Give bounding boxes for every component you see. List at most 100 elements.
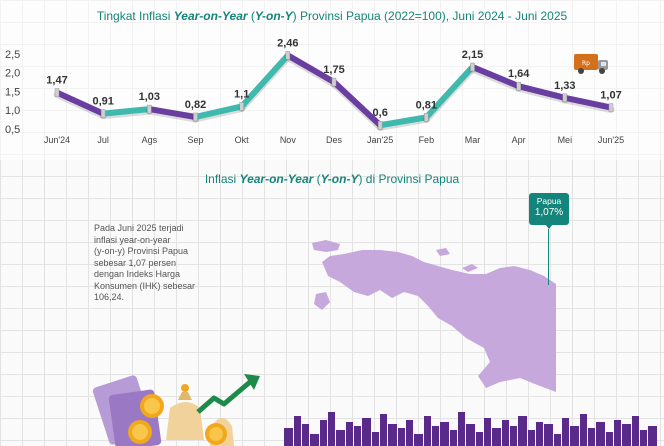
skyline-building bbox=[580, 414, 587, 446]
skyline-building bbox=[544, 424, 553, 446]
callout-pointer bbox=[545, 224, 553, 229]
line-segment bbox=[379, 114, 427, 129]
data-point bbox=[285, 51, 291, 60]
skyline-building bbox=[648, 426, 657, 446]
line-segment bbox=[331, 79, 383, 128]
line-segment bbox=[239, 53, 291, 109]
data-label: 0,81 bbox=[416, 99, 437, 111]
data-point bbox=[470, 62, 475, 72]
skyline-building bbox=[310, 434, 319, 446]
data-label: 1,1 bbox=[234, 88, 249, 100]
skyline-building bbox=[450, 430, 457, 446]
data-points bbox=[54, 51, 614, 130]
x-tick-label: Ags bbox=[142, 135, 158, 145]
y-axis: 0,5 1,0 1,5 2,0 2,5 bbox=[5, 49, 20, 136]
x-tick-label: Jan'25 bbox=[367, 135, 393, 145]
skyline-building bbox=[518, 416, 527, 446]
data-point bbox=[100, 109, 106, 118]
skyline-building bbox=[414, 434, 423, 446]
y-tick-label: 1,5 bbox=[5, 86, 20, 98]
skyline-building bbox=[294, 416, 301, 446]
skyline-building bbox=[302, 424, 309, 446]
data-label: 0,82 bbox=[185, 99, 206, 111]
skyline-building bbox=[440, 422, 449, 446]
x-tick-label: Apr bbox=[512, 135, 526, 145]
city-skyline-icon bbox=[284, 412, 657, 446]
data-point bbox=[377, 120, 383, 130]
line-segment bbox=[564, 94, 612, 111]
x-tick-label: Jul bbox=[97, 135, 109, 145]
chart-title: Tingkat Inflasi Year-on-Year (Y-on-Y) Pr… bbox=[96, 9, 568, 23]
data-labels: 1,47 0,91 1,03 0,82 1,1 2,46 1,75 0,6 0,81 2,15 1,… bbox=[46, 37, 621, 119]
skyline-building bbox=[424, 416, 431, 446]
papua-map bbox=[312, 240, 556, 392]
line-segment bbox=[55, 89, 105, 117]
line-segment bbox=[102, 106, 150, 117]
x-tick-label: Mar bbox=[465, 135, 481, 145]
skyline-building bbox=[492, 428, 501, 446]
line-segment bbox=[471, 64, 520, 89]
data-label: 1,03 bbox=[139, 91, 160, 103]
papua-callout: Papua 1,07% bbox=[529, 193, 569, 225]
data-point bbox=[239, 102, 244, 111]
x-tick-label: Mei bbox=[558, 135, 573, 145]
callout-region-name: Papua bbox=[536, 196, 562, 206]
data-label: 1,33 bbox=[554, 80, 575, 92]
skyline-building bbox=[484, 418, 491, 446]
skyline-building bbox=[346, 422, 353, 446]
skyline-building bbox=[588, 428, 595, 446]
data-point bbox=[608, 103, 614, 112]
skyline-building bbox=[476, 432, 483, 446]
callout-leader-line bbox=[548, 229, 549, 285]
skyline-building bbox=[570, 426, 579, 446]
skyline-building bbox=[398, 428, 405, 446]
x-tick-label: Sep bbox=[187, 135, 203, 145]
x-tick-label: Jun'25 bbox=[598, 135, 624, 145]
money-coins-icon bbox=[92, 375, 234, 446]
callout-value: 1,07% bbox=[534, 207, 564, 218]
skyline-building bbox=[336, 430, 345, 446]
growth-arrow-icon bbox=[196, 374, 260, 414]
skyline-building bbox=[562, 418, 569, 446]
skyline-building bbox=[320, 420, 327, 446]
x-axis: Jun'24 Jul Ags Sep Okt Nov Des Jan'25 Feb Mar Apr M… bbox=[44, 135, 624, 145]
skyline-building bbox=[502, 420, 509, 446]
data-point bbox=[54, 88, 60, 97]
skyline-building bbox=[632, 416, 639, 446]
skyline-building bbox=[536, 422, 543, 446]
skyline-building bbox=[554, 434, 561, 446]
y-tick-label: 2,0 bbox=[5, 68, 20, 80]
data-point bbox=[193, 112, 198, 122]
skyline-building bbox=[354, 426, 361, 446]
skyline-building bbox=[614, 420, 621, 446]
line-segment bbox=[517, 83, 566, 101]
skyline-building bbox=[406, 420, 413, 446]
data-label: 1,47 bbox=[46, 75, 67, 87]
x-tick-label: Okt bbox=[235, 135, 250, 145]
x-tick-label: Nov bbox=[280, 135, 297, 145]
skyline-building bbox=[622, 424, 631, 446]
skyline-building bbox=[380, 414, 387, 446]
data-point bbox=[516, 81, 521, 91]
skyline-building bbox=[458, 412, 465, 446]
skyline-building bbox=[466, 424, 475, 446]
y-tick-label: 0,5 bbox=[5, 124, 20, 136]
x-tick-label: Feb bbox=[419, 135, 435, 145]
skyline-building bbox=[328, 412, 335, 446]
x-tick-label: Des bbox=[326, 135, 343, 145]
line-segment bbox=[424, 64, 475, 120]
data-point bbox=[147, 104, 152, 114]
skyline-building bbox=[372, 432, 379, 446]
data-label: 2,46 bbox=[277, 37, 298, 49]
svg-text:Rp: Rp bbox=[582, 60, 590, 67]
data-label: 1,64 bbox=[508, 68, 530, 80]
y-tick-label: 2,5 bbox=[5, 49, 20, 61]
skyline-building bbox=[388, 424, 397, 446]
delivery-truck-icon: Rp bbox=[574, 54, 608, 74]
skyline-building bbox=[596, 422, 605, 446]
inflation-description: Pada Juni 2025 terjadi inflasi year-on-y… bbox=[94, 223, 196, 302]
y-tick-label: 1,0 bbox=[5, 105, 20, 117]
series-line bbox=[53, 52, 615, 131]
skyline-building bbox=[284, 428, 293, 446]
